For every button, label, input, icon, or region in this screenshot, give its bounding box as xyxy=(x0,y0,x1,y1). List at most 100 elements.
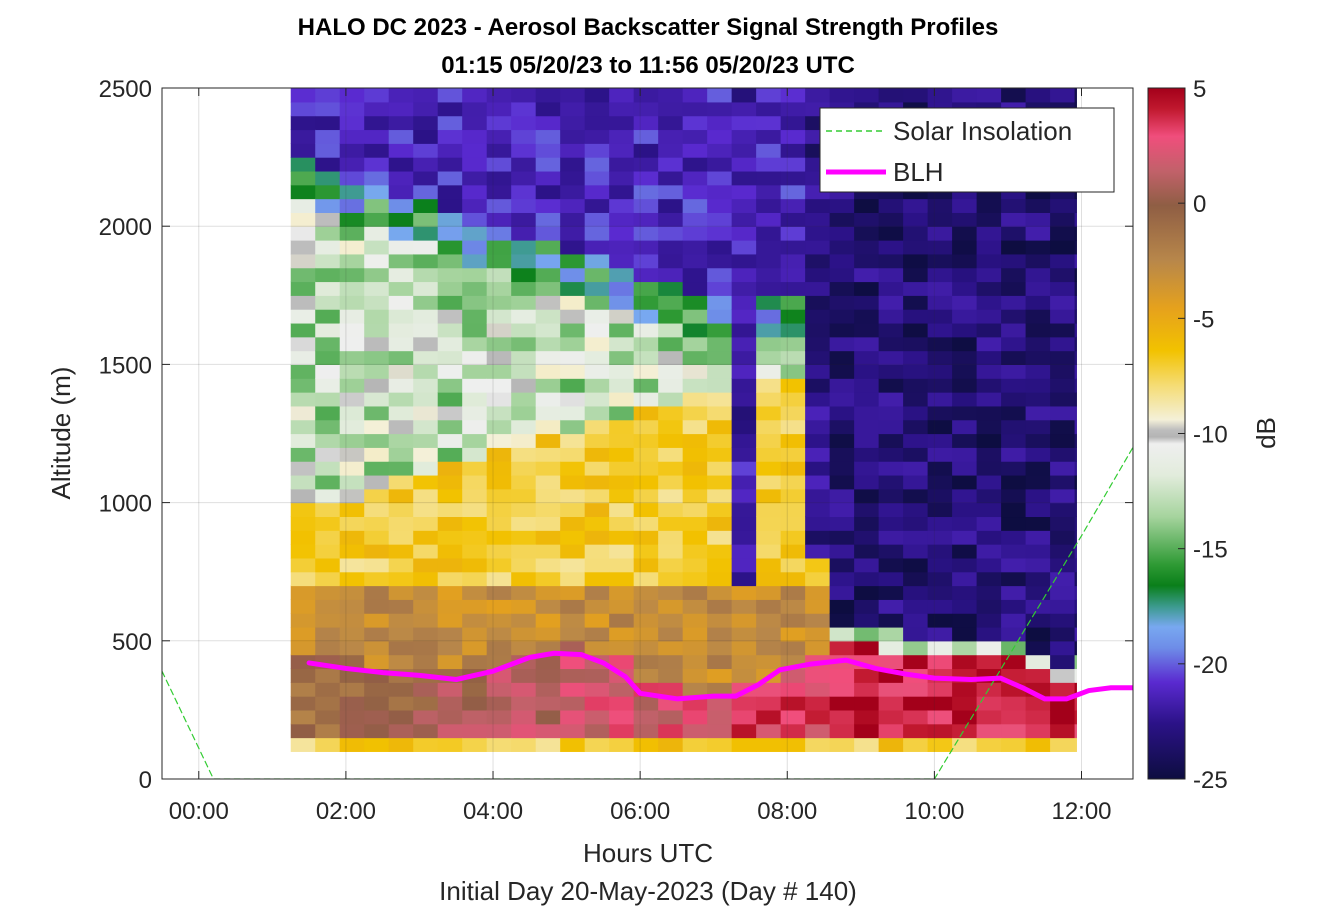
heatmap-cell xyxy=(437,336,463,352)
heatmap-cell xyxy=(756,253,782,269)
heatmap-cell xyxy=(805,516,831,531)
heatmap-cell xyxy=(1001,281,1027,296)
heatmap-cell xyxy=(1001,253,1027,269)
heatmap-cell xyxy=(535,129,561,144)
heatmap-cell xyxy=(290,101,316,117)
heatmap-cell xyxy=(1025,405,1051,421)
heatmap-cell xyxy=(707,557,733,573)
heatmap-cell xyxy=(511,143,537,158)
heatmap-cell xyxy=(1074,212,1077,227)
heatmap-cell xyxy=(707,461,733,476)
heatmap-cell xyxy=(927,654,953,670)
heatmap-cell xyxy=(682,599,708,614)
heatmap-cell xyxy=(511,516,537,531)
heatmap-cell xyxy=(560,129,586,144)
heatmap-cell xyxy=(854,322,880,338)
heatmap-cell xyxy=(584,405,610,421)
heatmap-cell xyxy=(584,170,610,186)
heatmap-cell xyxy=(315,447,341,462)
heatmap-cell xyxy=(756,226,782,241)
heatmap-cell xyxy=(633,170,659,186)
heatmap-cell xyxy=(609,557,635,573)
heatmap-cell xyxy=(658,129,684,144)
heatmap-cell xyxy=(1074,364,1077,379)
heatmap-cell xyxy=(437,212,463,227)
heatmap-cell xyxy=(339,281,365,296)
heatmap-cell xyxy=(1025,585,1051,600)
heatmap-cell xyxy=(633,322,659,338)
heatmap-cell xyxy=(437,170,463,186)
heatmap-cell xyxy=(486,198,512,213)
heatmap-cell xyxy=(1001,613,1027,628)
heatmap-cell xyxy=(682,544,708,559)
heatmap-cell xyxy=(339,557,365,573)
heatmap-cell xyxy=(511,336,537,352)
heatmap-cell xyxy=(511,682,537,697)
heatmap-cell xyxy=(486,723,512,739)
heatmap-cell xyxy=(290,474,316,490)
heatmap-cell xyxy=(658,336,684,352)
heatmap-cell xyxy=(1050,668,1076,683)
heatmap-cell xyxy=(388,516,414,531)
heatmap-cell xyxy=(829,474,855,490)
heatmap-cell xyxy=(682,101,708,117)
heatmap-cell xyxy=(413,696,439,711)
heatmap-cell xyxy=(290,502,316,518)
heatmap-cell xyxy=(437,640,463,656)
heatmap-cell xyxy=(682,530,708,545)
heatmap-cell xyxy=(952,281,978,296)
heatmap-cell xyxy=(633,88,659,103)
heatmap-cell xyxy=(756,654,782,670)
heatmap-cell xyxy=(1025,640,1051,656)
heatmap-cell xyxy=(731,571,757,587)
heatmap-cell xyxy=(731,668,757,683)
heatmap-cell xyxy=(609,585,635,600)
heatmap-cell xyxy=(756,267,782,283)
heatmap-cell xyxy=(658,405,684,421)
heatmap-cell xyxy=(829,212,855,227)
heatmap-cell xyxy=(290,281,316,296)
heatmap-cell xyxy=(633,696,659,711)
heatmap-cell xyxy=(707,378,733,393)
heatmap-cell xyxy=(1025,502,1051,518)
heatmap-cell xyxy=(364,433,390,448)
heatmap-cell xyxy=(437,516,463,531)
heatmap-cell xyxy=(535,392,561,407)
heatmap-cell xyxy=(829,516,855,531)
heatmap-cell xyxy=(1025,557,1051,573)
heatmap-cell xyxy=(388,267,414,283)
heatmap-cell xyxy=(413,709,439,725)
heatmap-cell xyxy=(290,640,316,656)
heatmap-cell xyxy=(878,447,904,462)
heatmap-cell xyxy=(1074,309,1077,324)
heatmap-cell xyxy=(486,613,512,628)
heatmap-cell xyxy=(462,640,488,656)
heatmap-cell xyxy=(1074,668,1077,683)
heatmap-cell xyxy=(364,723,390,739)
heatmap-cell xyxy=(658,419,684,435)
heatmap-cell xyxy=(511,281,537,296)
heatmap-cell xyxy=(780,101,806,117)
heatmap-cell xyxy=(560,364,586,379)
heatmap-cell xyxy=(756,599,782,614)
heatmap-cell xyxy=(413,295,439,310)
heatmap-cell xyxy=(1025,212,1051,227)
heatmap-cell xyxy=(1050,613,1076,628)
heatmap-cell xyxy=(682,640,708,656)
heatmap-cell xyxy=(658,682,684,697)
heatmap-cell xyxy=(682,502,708,518)
heatmap-cell xyxy=(731,281,757,296)
heatmap-cell xyxy=(707,392,733,407)
heatmap-cell xyxy=(756,709,782,725)
heatmap-cell xyxy=(854,88,880,103)
heatmap-cell xyxy=(560,613,586,628)
heatmap-cell xyxy=(976,253,1002,269)
heatmap-cell xyxy=(780,405,806,421)
heatmap-cell xyxy=(952,474,978,490)
heatmap-cell xyxy=(511,198,537,213)
heatmap-cell xyxy=(315,737,341,752)
heatmap-cell xyxy=(388,88,414,103)
heatmap-cell xyxy=(315,530,341,545)
y-tick-label: 2500 xyxy=(99,76,152,103)
heatmap-cell xyxy=(486,309,512,324)
